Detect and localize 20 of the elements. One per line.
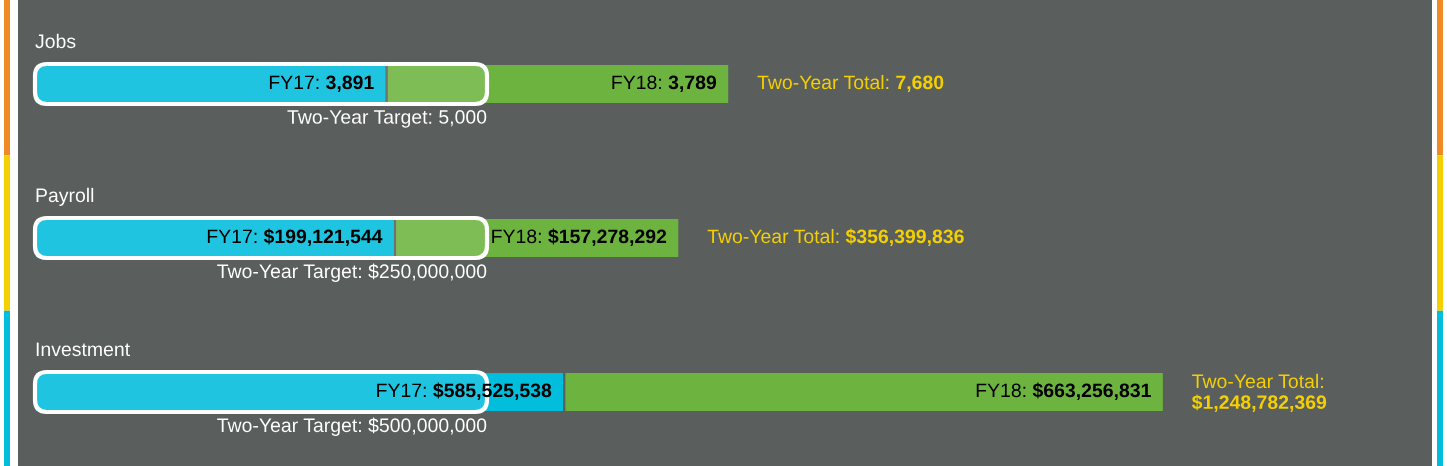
total-label: Two-Year Total: $1,248,782,369	[1191, 373, 1327, 412]
data-label: $663,256,831	[1032, 382, 1151, 401]
series-label: FY18:	[612, 75, 661, 90]
series-label: FY18:	[492, 229, 541, 244]
chart-title: Payroll	[36, 187, 94, 206]
series-label: FY17:	[269, 75, 319, 90]
band-label: Two-Year Target: $500,000,000	[217, 417, 487, 436]
series-label: FY18:	[976, 383, 1026, 398]
total-label: Two-Year Total: 7,680	[757, 74, 944, 93]
total-label: Two-Year Total: $356,399,836	[707, 228, 964, 247]
series-label: FY17:	[377, 383, 426, 398]
band-label: Two-Year Target: $250,000,000	[217, 263, 487, 282]
series-label: FY17:	[207, 229, 257, 244]
data-label: 3,789	[668, 75, 717, 93]
chart-title: Jobs	[35, 33, 76, 49]
text: Investment	[36, 342, 130, 357]
data-label: 3,891	[326, 75, 374, 93]
data-label: $199,121,544	[263, 228, 383, 247]
band-label: Two-Year Target: 5,000	[287, 110, 487, 128]
data-label: $157,278,292	[548, 228, 667, 247]
